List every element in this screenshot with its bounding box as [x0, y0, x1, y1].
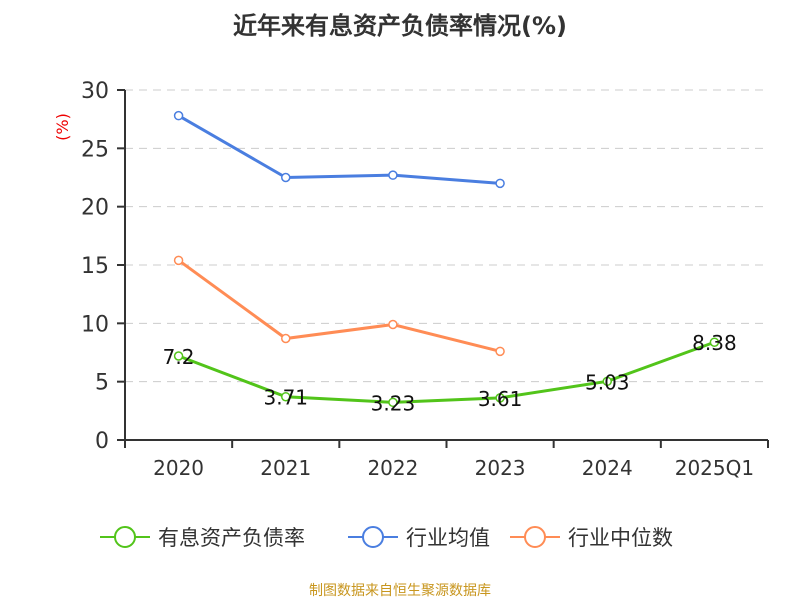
y-tick-label: 20: [81, 196, 109, 221]
series-line: [177, 114, 501, 185]
y-tick-label: 0: [95, 429, 109, 454]
series-line: [178, 340, 715, 404]
data-label: 8.38: [692, 331, 737, 355]
data-point: [709, 337, 720, 347]
legend-marker: [524, 526, 546, 548]
data-point: [388, 170, 398, 180]
data-label: 5.03: [585, 370, 630, 394]
legend-label: 有息资产负债率: [158, 526, 305, 550]
data-point: [388, 397, 398, 408]
data-label: 3.23: [371, 391, 416, 415]
data-point: [495, 178, 505, 189]
chart-title: 近年来有息资产负债率情况(%): [233, 12, 567, 40]
source-note: 制图数据来自恒生聚源数据库: [309, 583, 491, 599]
y-tick-label: 15: [81, 254, 109, 279]
data-label: 3.71: [263, 386, 308, 410]
x-tick-label: 2021: [260, 456, 311, 480]
data-point: [388, 319, 398, 330]
x-tick-label: 2020: [153, 456, 204, 480]
y-tick-label: 10: [81, 312, 109, 337]
data-label: 7.2: [163, 345, 195, 369]
y-tick-label: 25: [81, 137, 109, 162]
data-point: [281, 391, 291, 402]
legend-marker: [362, 526, 384, 548]
legend-marker: [114, 526, 136, 548]
data-point: [602, 376, 612, 387]
legend-label: 行业中位数: [568, 526, 673, 550]
data-point: [495, 346, 505, 357]
x-tick-label: 2023: [475, 456, 526, 480]
y-tick-label: 5: [95, 371, 109, 396]
y-tick-label: 30: [81, 79, 109, 104]
legend-label: 行业均值: [406, 526, 490, 550]
data-point: [281, 172, 291, 183]
x-tick-label: 2022: [367, 456, 418, 480]
x-tick-label: 2025Q1: [675, 456, 754, 480]
data-label: 3.61: [478, 387, 523, 411]
data-point: [495, 393, 505, 403]
data-point: [173, 351, 184, 361]
data-point: [173, 110, 184, 121]
x-tick-label: 2024: [582, 456, 633, 480]
data-point: [173, 255, 184, 266]
series-line: [177, 259, 501, 353]
y-axis-label: (%): [53, 113, 72, 141]
data-point: [281, 333, 291, 344]
